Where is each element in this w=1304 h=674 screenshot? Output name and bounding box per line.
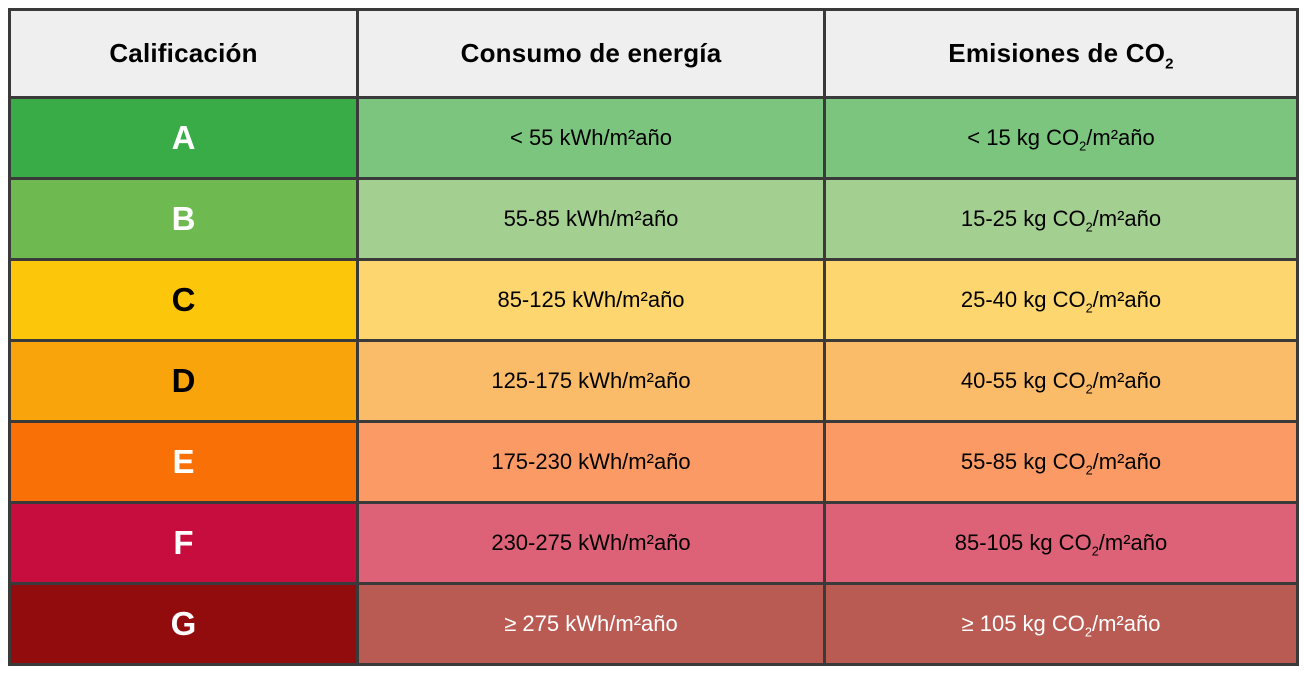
emissions-co2-subscript: 2 [1085, 300, 1093, 316]
table-row: E 175-230 kWh/m²año 55-85 kg CO2/m²año [8, 420, 1299, 504]
grade-cell: C [8, 258, 359, 342]
consumption-cell: 125-175 kWh/m²año [356, 339, 826, 423]
emissions-co2-subscript: 2 [1084, 624, 1092, 640]
emissions-value-prefix: 55-85 kg CO [960, 449, 1086, 474]
grade-cell: D [8, 339, 359, 423]
emissions-cell: 15-25 kg CO2/m²año [823, 177, 1299, 261]
emissions-value-prefix: 85-105 kg CO [954, 530, 1092, 555]
emissions-value-suffix: /m²año [1098, 530, 1168, 555]
table-row: F 230-275 kWh/m²año 85-105 kg CO2/m²año [8, 501, 1299, 585]
consumption-cell: 55-85 kWh/m²año [356, 177, 826, 261]
table-header: Calificación Consumo de energía Emisione… [8, 8, 1299, 99]
emissions-value-suffix: /m²año [1086, 125, 1155, 150]
table-row: D 125-175 kWh/m²año 40-55 kg CO2/m²año [8, 339, 1299, 423]
header-emisiones-co2: Emisiones de CO2 [823, 8, 1299, 99]
grade-cell: A [8, 96, 359, 180]
grade-letter: D [171, 362, 196, 399]
table-row: B 55-85 kWh/m²año 15-25 kg CO2/m²año [8, 177, 1299, 261]
emissions-value-suffix: /m²año [1092, 449, 1162, 474]
emissions-cell: < 15 kg CO2/m²año [823, 96, 1299, 180]
grade-cell: G [8, 582, 359, 666]
emissions-cell: 25-40 kg CO2/m²año [823, 258, 1299, 342]
consumption-cell: 175-230 kWh/m²año [356, 420, 826, 504]
consumption-value: 85-125 kWh/m²año [497, 287, 685, 312]
emissions-value-prefix: ≥ 105 kg CO [961, 611, 1085, 636]
energy-rating-table: Calificación Consumo de energía Emisione… [8, 8, 1299, 666]
grade-cell: B [8, 177, 359, 261]
consumption-cell: 230-275 kWh/m²año [356, 501, 826, 585]
consumption-cell: 85-125 kWh/m²año [356, 258, 826, 342]
consumption-cell: < 55 kWh/m²año [356, 96, 826, 180]
table-row: G ≥ 275 kWh/m²año ≥ 105 kg CO2/m²año [8, 582, 1299, 666]
header-consumo-energia: Consumo de energía [356, 8, 826, 99]
emissions-cell: 55-85 kg CO2/m²año [823, 420, 1299, 504]
header-row: Calificación Consumo de energía Emisione… [8, 8, 1299, 99]
header-calificacion: Calificación [8, 8, 359, 99]
emissions-value-prefix: 15-25 kg CO [960, 206, 1086, 231]
grade-letter: F [173, 524, 194, 561]
grade-letter: B [171, 200, 196, 237]
emissions-value-prefix: 25-40 kg CO [960, 287, 1086, 312]
grade-letter: E [172, 443, 195, 480]
grade-cell: E [8, 420, 359, 504]
consumption-value: 125-175 kWh/m²año [491, 368, 691, 393]
header-emisiones-text: Emisiones de CO [948, 38, 1166, 68]
grade-letter: G [170, 605, 197, 642]
emissions-co2-subscript: 2 [1085, 381, 1093, 397]
table-row: C 85-125 kWh/m²año 25-40 kg CO2/m²año [8, 258, 1299, 342]
consumption-value: ≥ 275 kWh/m²año [504, 611, 678, 636]
emissions-value-suffix: /m²año [1092, 287, 1162, 312]
emissions-cell: 85-105 kg CO2/m²año [823, 501, 1299, 585]
table-row: A < 55 kWh/m²año < 15 kg CO2/m²año [8, 96, 1299, 180]
emissions-co2-subscript: 2 [1085, 462, 1093, 478]
consumption-value: 175-230 kWh/m²año [491, 449, 691, 474]
consumption-cell: ≥ 275 kWh/m²año [356, 582, 826, 666]
emissions-co2-subscript: 2 [1085, 219, 1093, 235]
grade-cell: F [8, 501, 359, 585]
emissions-cell: ≥ 105 kg CO2/m²año [823, 582, 1299, 666]
consumption-value: < 55 kWh/m²año [509, 125, 672, 150]
consumption-value: 55-85 kWh/m²año [503, 206, 679, 231]
grade-letter: A [171, 119, 196, 156]
emissions-value-suffix: /m²año [1092, 368, 1162, 393]
emissions-value-prefix: < 15 kg CO [967, 125, 1080, 150]
emissions-cell: 40-55 kg CO2/m²año [823, 339, 1299, 423]
consumption-value: 230-275 kWh/m²año [491, 530, 691, 555]
emissions-co2-subscript: 2 [1079, 138, 1087, 154]
emissions-value-suffix: /m²año [1091, 611, 1161, 636]
header-emisiones-subscript: 2 [1165, 55, 1174, 73]
emissions-value-suffix: /m²año [1092, 206, 1162, 231]
rating-table-body: A < 55 kWh/m²año < 15 kg CO2/m²año B 55-… [8, 96, 1299, 666]
emissions-co2-subscript: 2 [1091, 543, 1099, 559]
emissions-value-prefix: 40-55 kg CO [960, 368, 1086, 393]
grade-letter: C [171, 281, 196, 318]
